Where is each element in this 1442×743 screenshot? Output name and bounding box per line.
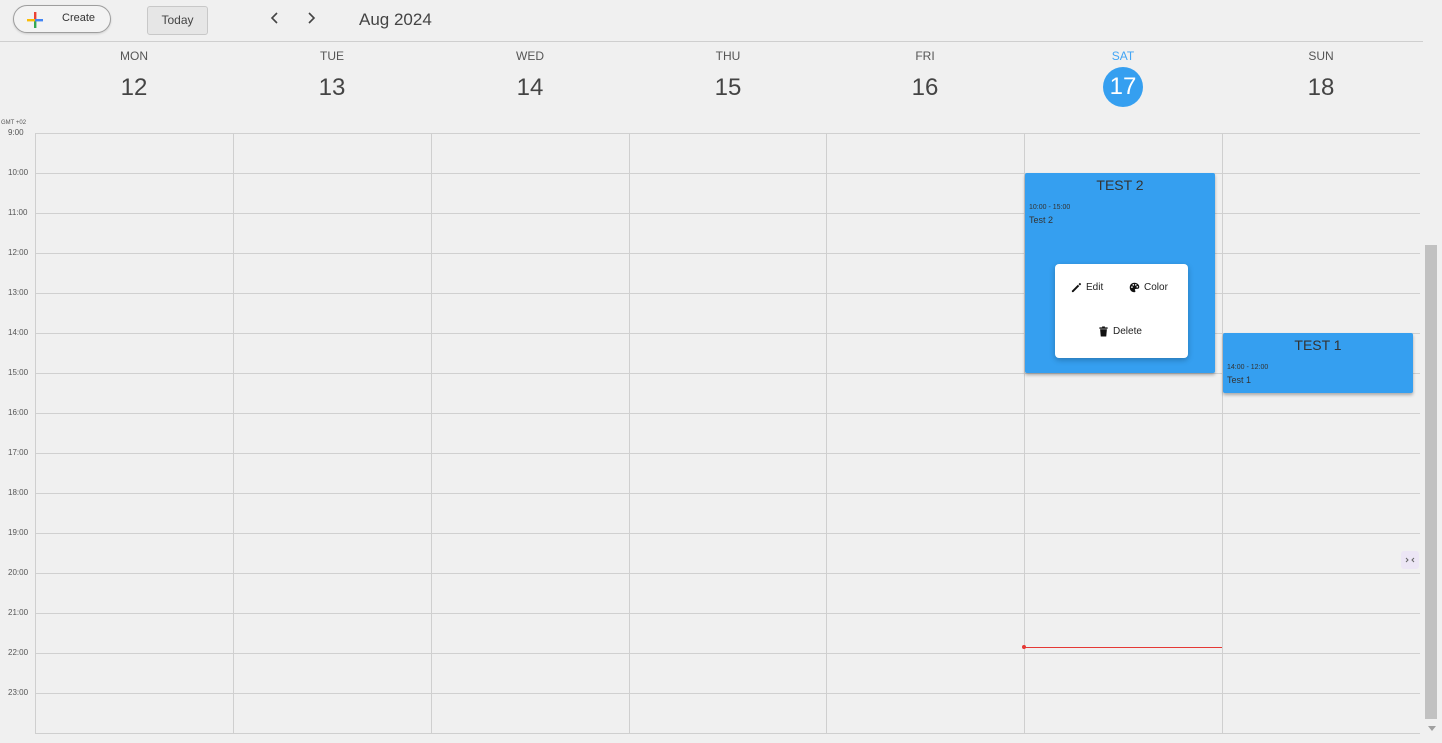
day-name: THU: [715, 49, 741, 63]
plus-icon: [27, 12, 43, 28]
day-header-fri[interactable]: FRI 16: [826, 48, 1024, 103]
hour-line: [35, 693, 1420, 694]
hour-line: [35, 413, 1420, 414]
day-name: TUE: [320, 49, 344, 63]
hour-line: [35, 133, 1420, 134]
day-name: FRI: [915, 49, 935, 63]
day-date: 12: [120, 74, 148, 101]
event-time: 10:00 - 15:00: [1029, 204, 1071, 211]
edit-label: Edit: [1086, 282, 1104, 293]
event-time: 14:00 - 12:00: [1227, 364, 1269, 371]
scroll-down-arrow-icon[interactable]: [1428, 726, 1436, 731]
palette-icon: [1129, 282, 1140, 293]
day-header-wed[interactable]: WED 14: [431, 48, 629, 103]
day-column-divider: [233, 133, 234, 733]
today-date-badge: 17: [1103, 67, 1143, 107]
day-date: 13: [318, 74, 346, 101]
hour-label: 15:00: [8, 368, 29, 377]
event-test-1[interactable]: TEST 1 14:00 - 12:00 Test 1: [1223, 333, 1413, 393]
pencil-icon: [1071, 282, 1082, 293]
hour-line: [35, 373, 1420, 374]
chevron-left-icon[interactable]: [266, 9, 284, 27]
side-widget-icon[interactable]: [1401, 551, 1419, 569]
current-time-line: [1024, 647, 1222, 648]
hour-line: [35, 213, 1420, 214]
delete-label: Delete: [1113, 326, 1142, 337]
month-label: Aug 2024: [359, 10, 432, 29]
hour-line: [35, 293, 1420, 294]
hour-label: 14:00: [8, 328, 29, 337]
day-column-divider: [431, 133, 432, 733]
day-column-divider: [1222, 133, 1223, 733]
day-name: MON: [120, 49, 148, 63]
event-description: Test 1: [1227, 375, 1252, 385]
event-description: Test 2: [1029, 215, 1054, 225]
day-header-sat[interactable]: SAT 17: [1024, 48, 1222, 107]
day-header-thu[interactable]: THU 15: [629, 48, 827, 103]
hour-line: [35, 173, 1420, 174]
hour-line: [35, 493, 1420, 494]
hour-label: 19:00: [8, 528, 29, 537]
hour-label: 12:00: [8, 248, 29, 257]
color-button[interactable]: Color: [1129, 282, 1168, 293]
hour-line: [35, 573, 1420, 574]
event-title: TEST 1: [1294, 337, 1342, 353]
event-title: TEST 2: [1096, 177, 1144, 193]
day-date: 16: [911, 74, 939, 101]
hour-label: 23:00: [8, 688, 29, 697]
timezone-label: GMT +02: [1, 120, 27, 126]
hour-line: [35, 613, 1420, 614]
hour-label: 21:00: [8, 608, 29, 617]
event-actions-popup: Edit Color Delete: [1055, 264, 1188, 358]
hour-line: [35, 333, 1420, 334]
hour-label: 13:00: [8, 288, 29, 297]
hour-line: [35, 653, 1420, 654]
create-button[interactable]: Create: [13, 5, 111, 33]
hour-label: 17:00: [8, 448, 29, 457]
hour-label: 16:00: [8, 408, 29, 417]
collapse-arrows-icon: [1405, 557, 1415, 563]
trash-icon: [1099, 326, 1108, 337]
current-time-dot: [1022, 645, 1026, 649]
create-label: Create: [62, 12, 96, 24]
today-button[interactable]: Today: [147, 6, 208, 35]
day-header-mon[interactable]: MON 12: [35, 48, 233, 103]
day-name: SAT: [1111, 49, 1135, 63]
hour-label: 10:00: [8, 168, 29, 177]
color-label: Color: [1144, 282, 1168, 293]
hour-line: [35, 253, 1420, 254]
edit-button[interactable]: Edit: [1071, 282, 1103, 293]
chevron-right-icon[interactable]: [302, 9, 320, 27]
day-date: 18: [1307, 74, 1335, 101]
hour-label: 11:00: [8, 208, 28, 217]
day-header-tue[interactable]: TUE 13: [233, 48, 431, 103]
hour-line: [35, 453, 1420, 454]
grid-bottom-border: [35, 733, 1420, 734]
delete-button[interactable]: Delete: [1098, 326, 1142, 337]
day-name: WED: [516, 49, 544, 63]
hour-label: 9:00: [8, 128, 24, 137]
day-date: 15: [714, 74, 742, 101]
day-column-divider: [1024, 133, 1025, 733]
scrollbar-thumb[interactable]: [1425, 245, 1437, 719]
day-column-divider: [35, 133, 36, 733]
day-date: 14: [516, 74, 544, 101]
day-column-divider: [826, 133, 827, 733]
hour-label: 20:00: [8, 568, 29, 577]
hour-line: [35, 533, 1420, 534]
day-header-sun[interactable]: SUN 18: [1222, 48, 1420, 103]
day-name: SUN: [1308, 49, 1334, 63]
hour-label: 22:00: [8, 648, 29, 657]
day-column-divider: [629, 133, 630, 733]
hour-label: 18:00: [8, 488, 29, 497]
toolbar-divider: [0, 41, 1423, 42]
